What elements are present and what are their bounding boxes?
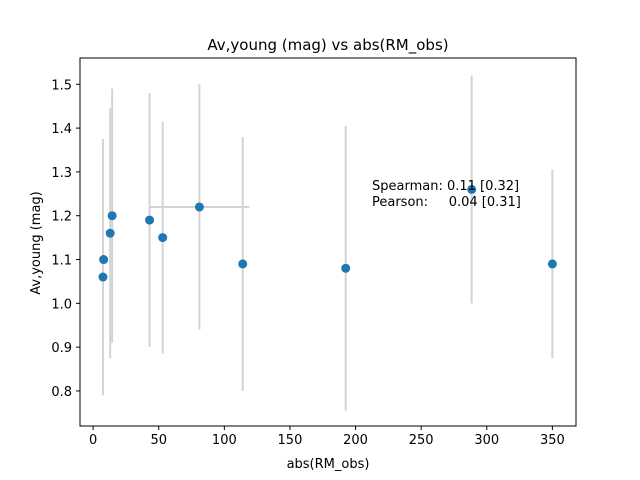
data-point xyxy=(99,255,109,265)
chart-title: Av,young (mag) vs abs(RM_obs) xyxy=(207,36,448,55)
y-tick-label: 1.0 xyxy=(51,297,72,312)
plot-frame xyxy=(79,57,577,427)
x-tick-label: 150 xyxy=(278,433,303,448)
x-tick-label: 300 xyxy=(474,433,499,448)
points-layer xyxy=(98,184,557,282)
pearson-annotation: Pearson: 0.04 [0.31] xyxy=(372,195,521,210)
data-point xyxy=(194,202,204,212)
data-point xyxy=(547,259,557,269)
y-axis-ticks: 0.8 0.9 1.0 1.1 1.2 1.3 1.4 1.5 xyxy=(51,78,80,400)
x-tick-label: 350 xyxy=(540,433,565,448)
data-point xyxy=(341,263,351,273)
data-point xyxy=(105,228,115,238)
y-tick-label: 0.9 xyxy=(51,341,72,356)
x-tick-label: 0 xyxy=(89,433,97,448)
data-point xyxy=(238,259,248,269)
y-tick-label: 0.8 xyxy=(51,385,72,400)
x-axis-label: abs(RM_obs) xyxy=(287,457,370,472)
data-point xyxy=(467,184,477,194)
x-axis-ticks: 0 50 100 150 200 250 300 350 xyxy=(89,426,565,448)
errorbars-layer xyxy=(101,75,554,411)
y-tick-label: 1.5 xyxy=(51,78,72,93)
y-axis-label: Av,young (mag) xyxy=(29,191,44,295)
x-tick-label: 250 xyxy=(409,433,434,448)
y-tick-label: 1.3 xyxy=(51,166,72,181)
x-tick-label: 50 xyxy=(150,433,167,448)
data-point xyxy=(158,233,168,243)
spearman-annotation: Spearman: 0.11 [0.32] xyxy=(372,179,519,194)
y-tick-label: 1.2 xyxy=(51,210,72,225)
x-tick-label: 200 xyxy=(343,433,368,448)
data-point xyxy=(145,215,155,225)
data-point xyxy=(98,272,108,282)
x-tick-label: 100 xyxy=(212,433,237,448)
y-tick-label: 1.4 xyxy=(51,122,72,137)
data-point xyxy=(107,211,117,221)
y-tick-label: 1.1 xyxy=(51,254,72,269)
